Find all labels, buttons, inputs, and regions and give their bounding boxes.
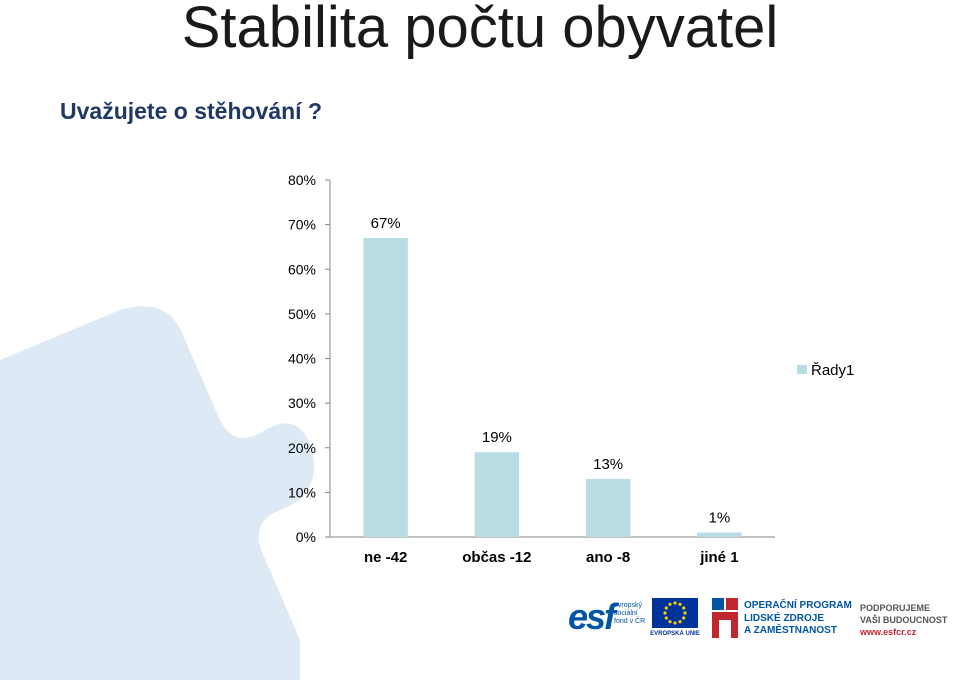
esf-logo-caption: evropský sociální fond v ČR [614, 602, 648, 626]
eu-flag-icon [652, 598, 698, 628]
esf-caption-line: sociální [614, 610, 638, 617]
legend-swatch [797, 365, 807, 374]
bar-data-label: 67% [371, 215, 401, 232]
bar [474, 452, 520, 537]
bar-series: 67% 19% 13% 1% [363, 215, 742, 537]
op-text-line: OPERAČNÍ PROGRAM [744, 600, 852, 611]
op-text-line: A ZAMĚSTNANOST [744, 625, 837, 636]
slide-subtitle: Uvažujete o stěhování ? [60, 98, 323, 124]
esf-logo-mark: esf [568, 596, 616, 637]
legend: Řady1 [797, 362, 854, 379]
bar-data-label: 19% [482, 429, 512, 446]
puzzle-decoration [0, 306, 314, 680]
esf-caption-line: fond v ČR [614, 618, 646, 625]
op-lzz-text: OPERAČNÍ PROGRAM LIDSKÉ ZDROJE A ZAMĚSTN… [744, 600, 852, 638]
y-tick-label: 30% [288, 395, 316, 411]
puzzle-piece-shape [0, 306, 314, 680]
support-text-line: VAŠI BUDOUCNOST [860, 615, 948, 625]
x-category-label: občas -12 [462, 549, 531, 566]
bar-data-label: 13% [593, 456, 623, 473]
eu-logo-caption: EVROPSKÁ UNIE [650, 631, 700, 637]
footer-logos: esf evropský sociální fond v ČR EVROPSKÁ… [568, 596, 960, 644]
support-slogan: PODPORUJEME VAŠI BUDOUCNOST www.esfcr.cz [860, 596, 960, 642]
y-tick-label: 70% [288, 217, 316, 233]
x-category-label: ne -42 [364, 549, 407, 566]
support-text-line: PODPORUJEME [860, 603, 931, 613]
op-lzz-icon [712, 598, 738, 638]
bar [697, 532, 742, 537]
bar-chart: 0% 10% 20% 30% 40% 50% 60% 70% 80% 67% 19% 13% 1% n… [288, 172, 854, 566]
legend-label: Řady1 [811, 362, 854, 379]
bar [363, 238, 408, 537]
esf-caption-line: evropský [614, 602, 643, 609]
x-axis-categories: ne -42 občas -12 ano -8 jiné 1 [364, 549, 739, 566]
esf-logo: esf evropský sociální fond v ČR [568, 596, 646, 642]
slide-title: Stabilita počtu obyvatel [181, 0, 779, 60]
y-tick-label: 80% [288, 172, 316, 188]
y-tick-label: 60% [288, 261, 316, 277]
op-text-line: LIDSKÉ ZDROJE [744, 612, 825, 624]
y-tick-label: 50% [288, 306, 316, 322]
support-text: PODPORUJEME VAŠI BUDOUCNOST www.esfcr.cz [860, 602, 947, 638]
eu-logo: EVROPSKÁ UNIE [650, 596, 700, 642]
y-tick-label: 10% [288, 484, 316, 500]
support-url: www.esfcr.cz [860, 627, 917, 637]
x-category-label: jiné 1 [699, 549, 738, 566]
y-tick-label: 20% [288, 440, 316, 456]
y-tick-label: 40% [288, 351, 316, 367]
x-category-label: ano -8 [586, 549, 630, 566]
y-axis-ticks: 0% 10% 20% 30% 40% 50% 60% 70% 80% [288, 172, 330, 545]
y-tick-label: 0% [296, 529, 316, 545]
op-lzz-logo: OPERAČNÍ PROGRAM LIDSKÉ ZDROJE A ZAMĚSTN… [712, 596, 854, 642]
bar-data-label: 1% [709, 510, 731, 527]
bar [585, 478, 631, 537]
